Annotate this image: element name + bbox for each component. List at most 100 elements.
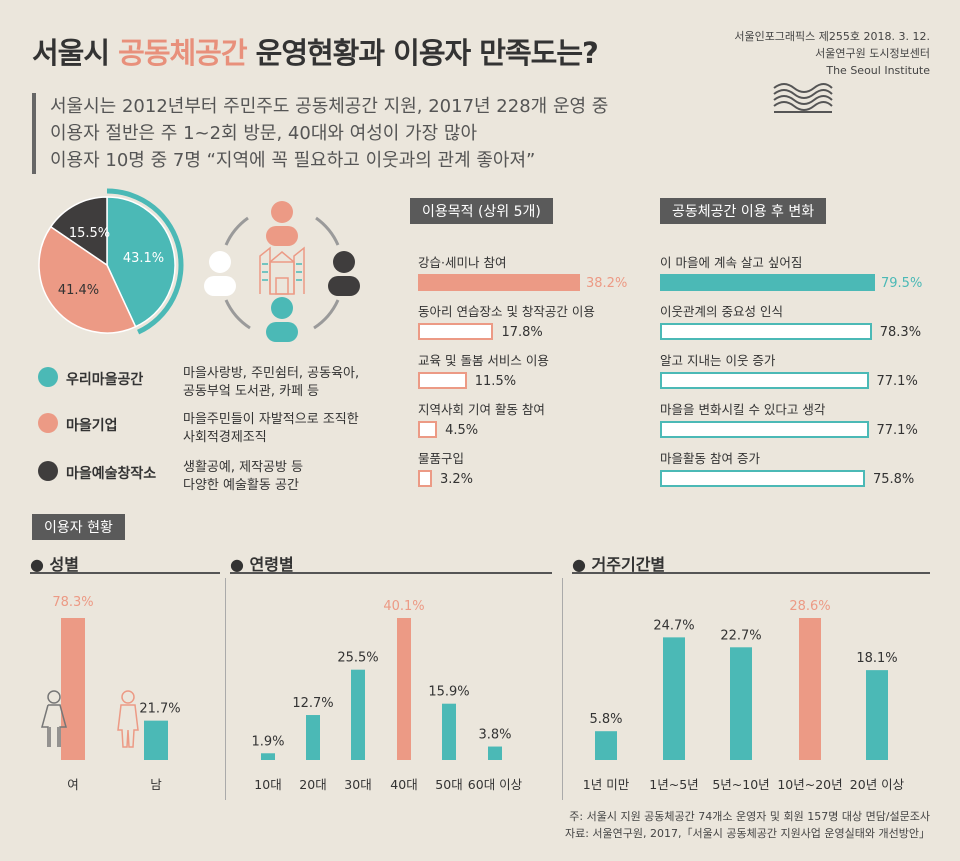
divider (572, 572, 930, 574)
summary-line: 이용자 10명 중 7명 “지역에 꼭 필요하고 이웃과의 관계 좋아져” (50, 150, 536, 171)
bar (351, 669, 365, 760)
bar-value: 17.8% (501, 325, 543, 340)
bar-category: 10년~20년 (777, 777, 842, 792)
bar (442, 703, 456, 760)
bar-label: 이 마을에 계속 살고 싶어짐 (660, 255, 803, 270)
bar-category: 1년~5년 (649, 777, 698, 792)
bar-category: 여 (67, 777, 79, 792)
legend-label: 마을기업 (66, 418, 118, 434)
bar (144, 720, 168, 760)
users-bar-charts: 78.3% 여 21.7% 남 1.9% 10대 12.7% 20대 25.5% 30대 40.1… (41, 595, 905, 792)
divider (30, 572, 220, 574)
bar-category: 남 (150, 777, 162, 792)
community-illustration (204, 201, 360, 342)
bar-value: 3.8% (478, 728, 511, 743)
residence-section-title: ● 거주기간별 (572, 555, 666, 574)
bar (799, 618, 821, 760)
bar (660, 274, 875, 291)
bar (663, 637, 685, 760)
bar-label: 물품구입 (418, 451, 465, 466)
bar-value: 5.8% (589, 712, 622, 727)
bar-value: 38.2% (586, 276, 628, 291)
bar-value: 78.3% (52, 595, 93, 610)
bar (306, 715, 320, 760)
bar-label: 교육 및 돌봄 서비스 이용 (418, 353, 549, 368)
bar-value: 25.5% (337, 651, 378, 666)
teal-dot-icon (38, 367, 58, 387)
summary-line: 이용자 절반은 주 1~2회 방문, 40대와 여성이 가장 많아 (50, 123, 478, 144)
bar-value: 21.7% (139, 702, 180, 717)
bar-label: 알고 지내는 이웃 증가 (660, 353, 776, 368)
source-notes: 주: 서울시 지원 공동체공간 74개소 운영자 및 회원 157명 대상 면담… (565, 808, 930, 842)
bar-value: 11.5% (474, 374, 517, 389)
gender-bar-chart: 78.3% 여 21.7% 남 (52, 595, 180, 792)
bar-label: 동아리 연습장소 및 창작공간 이용 (418, 304, 595, 319)
bar-value: 24.7% (653, 618, 694, 633)
vertical-divider (225, 578, 226, 800)
residence-bar-chart: 5.8% 1년 미만 24.7% 1년~5년 22.7% 5년~10년 28.6% 10년~2… (583, 599, 905, 792)
bar-label: 이웃관계의 중요성 인식 (660, 304, 783, 319)
pie-label: 43.1% (123, 251, 164, 266)
vertical-divider (562, 578, 563, 800)
bar (866, 670, 888, 760)
org-name-en: The Seoul Institute (826, 64, 930, 77)
bar (418, 470, 432, 487)
page-title: 서울시 공동체공간 운영현황과 이용자 만족도는? (32, 36, 599, 70)
bar-category: 20대 (299, 777, 326, 792)
space-type-pie-chart: 43.1% 41.4% 15.5% (38, 188, 184, 335)
users-tag: 이용자 현황 (32, 514, 125, 540)
note-line: 주: 서울시 지원 공동체공간 74개소 운영자 및 회원 157명 대상 면담… (569, 810, 930, 823)
bar-label: 강습·세미나 참여 (418, 255, 507, 270)
publication-info: 서울인포그래픽스 제255호 2018. 3. 12. 서울연구원 도시정보센터… (734, 28, 930, 79)
summary-block: 서울시는 2012년부터 주민주도 공동체공간 지원, 2017년 228개 운… (32, 93, 608, 174)
change-tag: 공동체공간 이용 후 변화 (660, 198, 827, 224)
bar (418, 274, 580, 291)
purpose-tag: 이용목적 (상위 5개) (410, 198, 553, 224)
bar-value: 1.9% (251, 734, 284, 749)
male-icon (117, 690, 139, 748)
bar-value: 4.5% (445, 423, 479, 438)
bar (660, 421, 869, 438)
bar-value: 3.2% (440, 472, 474, 487)
series-number: 서울인포그래픽스 제255호 2018. 3. 12. (734, 30, 930, 43)
bar-value: 40.1% (383, 599, 424, 614)
legend-label: 마을예술창작소 (66, 466, 157, 482)
bar (660, 470, 865, 487)
bar-value: 78.3% (879, 325, 922, 340)
bar-label: 마을을 변화시킬 수 있다고 생각 (660, 402, 826, 417)
bar (61, 618, 85, 760)
bar-category: 60대 이상 (468, 777, 523, 792)
change-chart: 이 마을에 계속 살고 싶어짐 79.5% 이웃관계의 중요성 인식 78.3% 알고 … (660, 252, 930, 502)
purpose-chart: 강습·세미나 참여 38.2% 동아리 연습장소 및 창작공간 이용 17.8% 교육 … (418, 252, 638, 502)
bar-category: 5년~10년 (712, 777, 769, 792)
bar-label: 지역사회 기여 활동 참여 (418, 402, 545, 417)
person-salmon-icon (266, 201, 298, 246)
bar-value: 77.1% (876, 374, 918, 389)
age-section-title: ● 연령별 (230, 555, 294, 574)
bar-category: 1년 미만 (583, 777, 630, 792)
bar (730, 647, 752, 760)
legend-label: 우리마을공간 (66, 372, 144, 388)
bar-label: 마을활동 참여 증가 (660, 451, 760, 466)
divider (230, 572, 552, 574)
pie-label: 41.4% (58, 283, 99, 298)
bar (595, 731, 617, 760)
bar-value: 28.6% (789, 599, 830, 614)
bar-value: 22.7% (720, 628, 761, 643)
bar (660, 372, 869, 389)
person-teal-icon (266, 297, 298, 342)
bar-category: 30대 (344, 777, 371, 792)
female-icon (41, 690, 67, 747)
legend-desc: 마을주민들이 자발적으로 조직한 사회적경제조직 (183, 412, 359, 445)
seoul-institute-logo-icon (773, 83, 833, 113)
legend-desc: 마을사랑방, 주민쉼터, 공동육아, 공동부엌 도서관, 카페 등 (183, 366, 360, 399)
bar-category: 10대 (254, 777, 281, 792)
pie-slice (49, 196, 108, 267)
salmon-dot-icon (38, 413, 58, 433)
person-dark-icon (328, 251, 360, 296)
age-bar-chart: 1.9% 10대 12.7% 20대 25.5% 30대 40.1% 40대 15.9% 50대 3… (251, 599, 522, 792)
bar-value: 77.1% (876, 423, 918, 438)
pie-label: 15.5% (69, 226, 110, 241)
bar-category: 20년 이상 (850, 777, 905, 792)
pie-group: 43.1% 41.4% 15.5% (38, 188, 184, 335)
